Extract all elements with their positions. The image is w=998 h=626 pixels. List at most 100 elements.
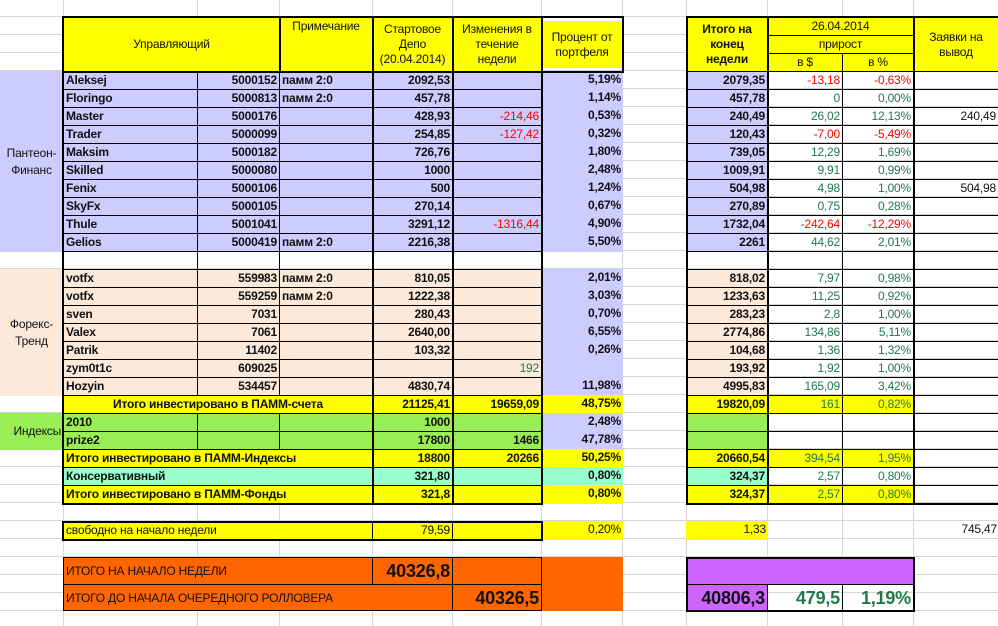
withdraw-request[interactable] [913,197,998,216]
gain-usd[interactable]: 165,09 [767,377,843,396]
manager-name[interactable]: Hozyin [63,377,198,396]
weekly-change[interactable]: -214,46 [452,107,542,126]
gain-percent[interactable]: 12,13% [842,107,914,126]
weekly-change[interactable] [452,377,542,396]
manager-name[interactable]: Aleksej [63,71,198,90]
empty-cell[interactable] [279,413,373,432]
empty-cell[interactable] [913,395,998,414]
gain-percent[interactable]: 5,11% [842,323,914,342]
weekly-change[interactable] [452,269,542,288]
total-start[interactable]: 18800 [372,449,453,468]
note[interactable] [279,143,373,162]
free-percent[interactable]: 0,20% [541,521,623,540]
gain-usd[interactable]: 0 [767,89,843,108]
gain-usd[interactable]: 1,92 [767,359,843,378]
account-id[interactable]: 7061 [197,323,280,342]
empty-cell[interactable] [913,431,998,450]
total-percent[interactable]: 48,75% [541,395,623,414]
gain-percent[interactable]: 1,32% [842,341,914,360]
note[interactable]: памм 2:0 [279,233,373,252]
gain-percent[interactable]: -12,29% [842,215,914,234]
end-total[interactable]: 1732,04 [686,215,768,234]
end-total[interactable]: 4995,83 [686,377,768,396]
total-gain-percent[interactable]: 0,82% [842,395,914,414]
group-label-pantheon[interactable]: Пантеон-Финанс [0,71,64,252]
total-label[interactable]: Итого инвестировано в ПАММ-счета [63,395,373,414]
portfolio-percent[interactable]: 0,70% [541,305,623,324]
manager-name[interactable]: Patrik [63,341,198,360]
start-depo[interactable]: 2092,53 [372,71,453,90]
manager-name[interactable]: Floringo [63,89,198,108]
final-header-cell[interactable] [686,557,914,585]
weekly-change[interactable] [452,89,542,108]
start-depo[interactable]: 500 [372,179,453,198]
final-end-value[interactable]: 40806,3 [686,584,768,611]
end-total[interactable]: 104,68 [686,341,768,360]
note[interactable] [279,179,373,198]
total-end[interactable]: 20660,54 [686,449,768,468]
end-total[interactable]: 1009,91 [686,161,768,180]
free-start[interactable]: 79,59 [372,521,453,540]
header-withdraw[interactable]: Заявки на вывод [913,17,998,72]
weekly-change[interactable] [452,341,542,360]
note[interactable] [279,377,373,396]
empty-cell[interactable] [279,251,373,270]
start-depo[interactable]: 1000 [372,161,453,180]
end-total[interactable]: 504,98 [686,179,768,198]
gain-usd[interactable]: 44,62 [767,233,843,252]
gain-percent[interactable]: 1,69% [842,143,914,162]
note[interactable] [279,107,373,126]
empty-cell[interactable] [452,251,542,270]
end-total[interactable]: 457,78 [686,89,768,108]
withdraw-request[interactable] [913,359,998,378]
withdraw-request[interactable]: 504,98 [913,179,998,198]
account-id[interactable]: 5000813 [197,89,280,108]
note[interactable]: памм 2:0 [279,269,373,288]
withdraw-request[interactable] [913,287,998,306]
end-total[interactable]: 120,43 [686,125,768,144]
gain-percent[interactable]: 0,00% [842,89,914,108]
withdraw-request[interactable] [913,215,998,234]
gain-usd[interactable]: -7,00 [767,125,843,144]
group-label-indices[interactable]: Индексы [0,413,64,450]
portfolio-percent[interactable]: 2,01% [541,269,623,288]
account-id[interactable]: 559983 [197,269,280,288]
grand-start-value[interactable]: 40326,8 [372,557,453,585]
empty-cell[interactable] [279,431,373,450]
empty-cell[interactable] [452,557,542,585]
end-total[interactable]: 240,49 [686,107,768,126]
header-end-total[interactable]: Итого на конец недели [686,17,768,72]
start-depo[interactable]: 17800 [372,431,453,450]
gain-percent[interactable]: 0,99% [842,161,914,180]
gain-usd[interactable]: 2,8 [767,305,843,324]
start-depo[interactable]: 810,05 [372,269,453,288]
header-growth-pct[interactable]: в % [842,53,914,72]
weekly-change[interactable] [452,413,542,432]
total-start[interactable]: 21125,41 [372,395,453,414]
gain-usd[interactable]: 1,36 [767,341,843,360]
account-id[interactable]: 5001041 [197,215,280,234]
final-gain-percent[interactable]: 1,19% [842,584,914,611]
gain-percent[interactable]: -5,49% [842,125,914,144]
note[interactable] [279,323,373,342]
weekly-change[interactable] [452,179,542,198]
portfolio-percent[interactable]: 4,90% [541,215,623,234]
start-depo[interactable]: 280,43 [372,305,453,324]
end-total[interactable]: 818,02 [686,269,768,288]
portfolio-percent[interactable]: 11,98% [541,377,623,396]
manager-name[interactable]: SkyFx [63,197,198,216]
weekly-change[interactable] [452,323,542,342]
header-date[interactable]: 26.04.2014 [767,17,914,36]
empty-cell[interactable] [197,251,280,270]
total-end[interactable]: 324,37 [686,485,768,504]
total-label[interactable]: Консервативный [63,467,373,486]
withdraw-request[interactable] [913,323,998,342]
total-percent[interactable]: 0,80% [541,467,623,486]
portfolio-percent[interactable]: 1,24% [541,179,623,198]
gain-usd[interactable]: 0,75 [767,197,843,216]
portfolio-percent[interactable]: 2,48% [541,161,623,180]
note[interactable] [279,359,373,378]
header-growth-usd[interactable]: в $ [767,53,843,72]
withdraw-request[interactable] [913,125,998,144]
